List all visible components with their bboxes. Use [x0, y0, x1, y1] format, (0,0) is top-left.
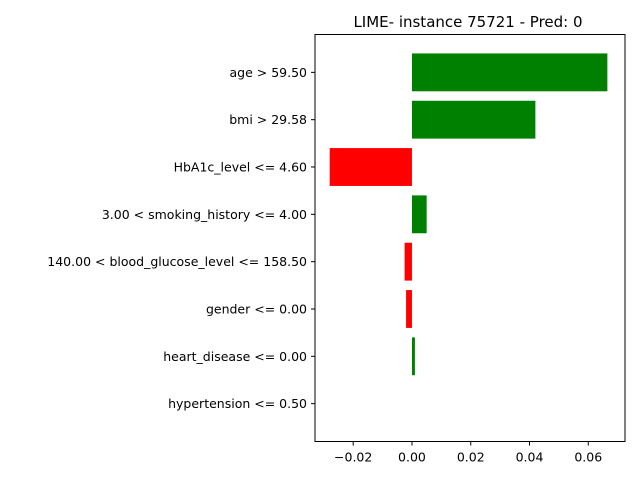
chart-title: LIME- instance 75721 - Pred: 0 — [353, 13, 582, 31]
bar-6 — [411, 337, 415, 376]
y-tick-label-7: hypertension <= 0.50 — [168, 396, 307, 411]
y-tick-label-2: HbA1c_level <= 4.60 — [174, 160, 307, 175]
y-tick-label-5: gender <= 0.00 — [206, 301, 307, 316]
y-tick-label-0: age > 59.50 — [230, 65, 308, 80]
x-tick-label-2: 0.02 — [457, 450, 485, 465]
bar-0 — [411, 53, 608, 92]
y-tick-labels: age > 59.50 bmi > 29.58 HbA1c_level <= 4.6… — [47, 65, 315, 411]
bars-group — [329, 53, 608, 376]
y-tick-label-1: bmi > 29.58 — [229, 112, 307, 127]
x-axis: −0.02 0.00 0.02 0.04 0.06 — [334, 441, 602, 465]
bar-5 — [406, 290, 412, 328]
x-tick-label-3: 0.04 — [516, 450, 544, 465]
y-tick-label-3: 3.00 < smoking_history <= 4.00 — [102, 207, 307, 222]
y-tick-label-6: heart_disease <= 0.00 — [163, 349, 307, 364]
bar-1 — [411, 100, 536, 139]
bar-2 — [329, 148, 412, 186]
bar-3 — [411, 195, 427, 234]
x-tick-label-0: −0.02 — [334, 450, 372, 465]
x-tick-label-4: 0.06 — [574, 450, 602, 465]
plot-frame — [314, 34, 626, 442]
x-tick-label-1: 0.00 — [398, 450, 426, 465]
y-tick-label-4: 140.00 < blood_glucose_level <= 158.50 — [47, 254, 307, 269]
bar-4 — [404, 242, 412, 281]
